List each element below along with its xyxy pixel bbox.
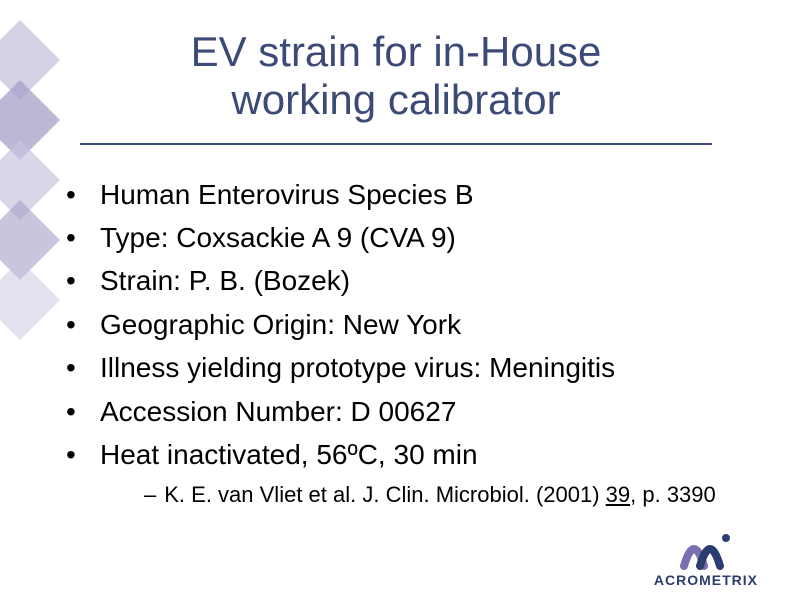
slide: EV strain for in-House working calibrato… xyxy=(0,0,792,612)
list-item: Heat inactivated, 56ºC, 30 min xyxy=(100,433,732,476)
bullet-text: Illness yielding prototype virus: Mening… xyxy=(100,352,615,383)
list-item: Type: Coxsackie A 9 (CVA 9) xyxy=(100,216,732,259)
citation-volume: 39 xyxy=(606,482,630,507)
bullet-text: Human Enterovirus Species B xyxy=(100,179,474,210)
bullet-text: Geographic Origin: New York xyxy=(100,309,461,340)
list-item: Human Enterovirus Species B xyxy=(100,173,732,216)
title-line-1: EV strain for in-House xyxy=(191,28,602,75)
title-rule xyxy=(80,143,712,145)
list-item: Geographic Origin: New York xyxy=(100,303,732,346)
title-line-2: working calibrator xyxy=(231,76,560,123)
bullet-list: Human Enterovirus Species B Type: Coxsac… xyxy=(60,173,732,477)
citation-prefix: K. E. van Vliet et al. J. Clin. Microbio… xyxy=(164,482,605,507)
list-item: Accession Number: D 00627 xyxy=(100,390,732,433)
bullet-text: Type: Coxsackie A 9 (CVA 9) xyxy=(100,222,456,253)
logo-text: ACROMETRIX xyxy=(654,572,758,588)
logo-icon xyxy=(676,528,736,570)
slide-title: EV strain for in-House working calibrato… xyxy=(60,28,732,143)
list-item: Strain: P. B. (Bozek) xyxy=(100,259,732,302)
bullet-text: Accession Number: D 00627 xyxy=(100,396,456,427)
list-item: Illness yielding prototype virus: Mening… xyxy=(100,346,732,389)
citation-dash: – xyxy=(144,482,156,507)
bullet-text: Heat inactivated, 56ºC, 30 min xyxy=(100,439,478,470)
bullet-text: Strain: P. B. (Bozek) xyxy=(100,265,350,296)
logo: ACROMETRIX xyxy=(654,528,758,588)
citation: –K. E. van Vliet et al. J. Clin. Microbi… xyxy=(60,476,732,508)
citation-suffix: , p. 3390 xyxy=(630,482,716,507)
